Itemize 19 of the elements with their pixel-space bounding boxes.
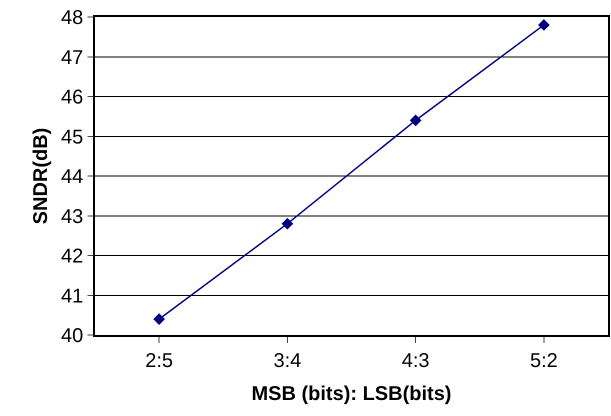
y-tick-label: 40 <box>61 325 84 347</box>
y-tick-label: 41 <box>61 285 84 308</box>
point <box>153 313 165 325</box>
y-tick-label: 48 <box>61 7 84 29</box>
point <box>538 19 550 31</box>
y-axis-title: SNDR(dB) <box>30 128 52 224</box>
y-tick-label: 43 <box>61 206 84 228</box>
y-tick-label: 46 <box>61 86 84 108</box>
x-tick-label: 4:3 <box>402 350 430 372</box>
y-tick-label: 44 <box>61 166 84 188</box>
x-axis-title: MSB (bits): LSB(bits) <box>252 382 452 405</box>
point <box>410 114 422 126</box>
x-tick-label: 2:5 <box>145 350 174 372</box>
y-tick-label: 45 <box>61 126 84 148</box>
x-tick-label: 5:2 <box>530 350 558 372</box>
x-tick-label: 3:4 <box>273 350 302 372</box>
y-tick-label: 42 <box>61 246 84 268</box>
point <box>282 218 294 230</box>
y-tick-label: 47 <box>61 46 84 69</box>
